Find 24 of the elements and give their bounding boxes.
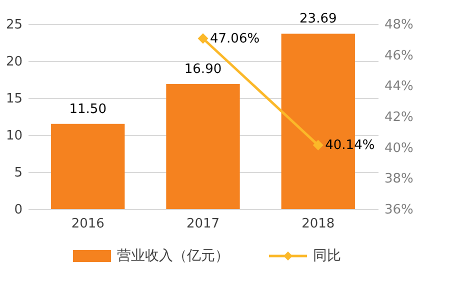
data-label: 23.69 [300,12,337,27]
data-label: 47.06% [210,31,260,46]
y-tick-label: 25 [6,18,22,32]
bar [166,84,240,209]
data-label: 16.90 [184,62,222,77]
y-tick-label: 20 [6,54,22,70]
y2-tick-label: 42% [384,110,414,125]
bar [51,124,125,209]
y-tick-label: 15 [6,92,22,106]
y2-tick-label: 36% [384,202,414,218]
y2-tick-label: 46% [384,48,414,64]
legend-label: 营业收入（亿元） [117,248,229,264]
y2-tick-label: 40% [384,140,414,156]
y2-tick-label: 48% [384,18,414,32]
x-tick-label: 2016 [71,216,104,232]
y2-tick-label: 38% [384,172,414,187]
x-tick-label: 2017 [186,216,220,232]
y-tick-label: 5 [14,166,22,180]
data-label: 11.50 [69,102,106,117]
y-tick-label: 0 [14,202,22,218]
y2-tick-label: 44% [384,79,414,94]
legend-label: 同比 [313,248,341,264]
y-tick-label: 10 [6,128,22,144]
x-tick-label: 2018 [302,216,335,232]
